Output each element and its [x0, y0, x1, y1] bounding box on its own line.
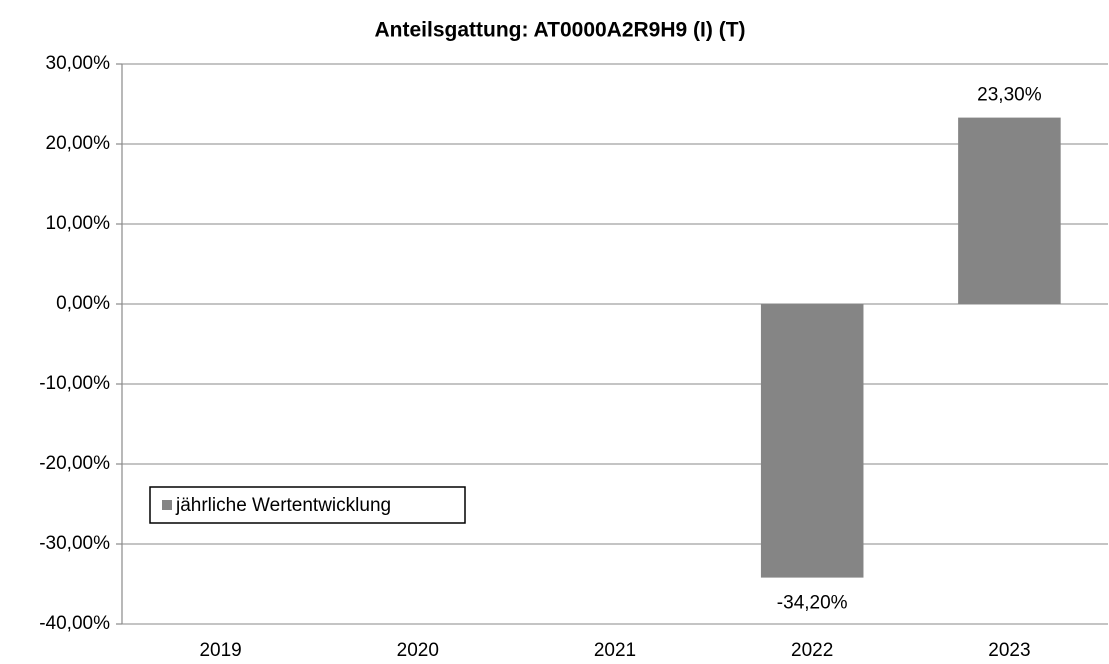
value-label: 23,30% [977, 85, 1042, 106]
y-tick-label: 30,00% [46, 53, 111, 74]
legend-label: jährliche Wertentwicklung [175, 495, 391, 516]
bar [760, 304, 864, 578]
x-tick-label: 2020 [397, 640, 439, 661]
y-tick-label: -40,00% [39, 613, 110, 634]
value-label: -34,20% [777, 593, 848, 614]
x-tick-label: 2021 [594, 640, 636, 661]
x-tick-label: 2019 [199, 640, 241, 661]
y-tick-label: -30,00% [39, 533, 110, 554]
chart-title: Anteilsgattung: AT0000A2R9H9 (I) (T) [374, 19, 745, 42]
y-tick-label: 0,00% [56, 293, 110, 314]
legend-box [149, 486, 466, 524]
y-tick-label: 10,00% [46, 213, 111, 234]
legend-swatch [162, 500, 172, 510]
y-tick-label: 20,00% [46, 133, 111, 154]
y-tick-label: -20,00% [39, 453, 110, 474]
bar [958, 117, 1061, 304]
y-tick-label: -10,00% [39, 373, 110, 394]
x-tick-label: 2023 [988, 640, 1030, 661]
x-tick-label: 2022 [791, 640, 833, 661]
